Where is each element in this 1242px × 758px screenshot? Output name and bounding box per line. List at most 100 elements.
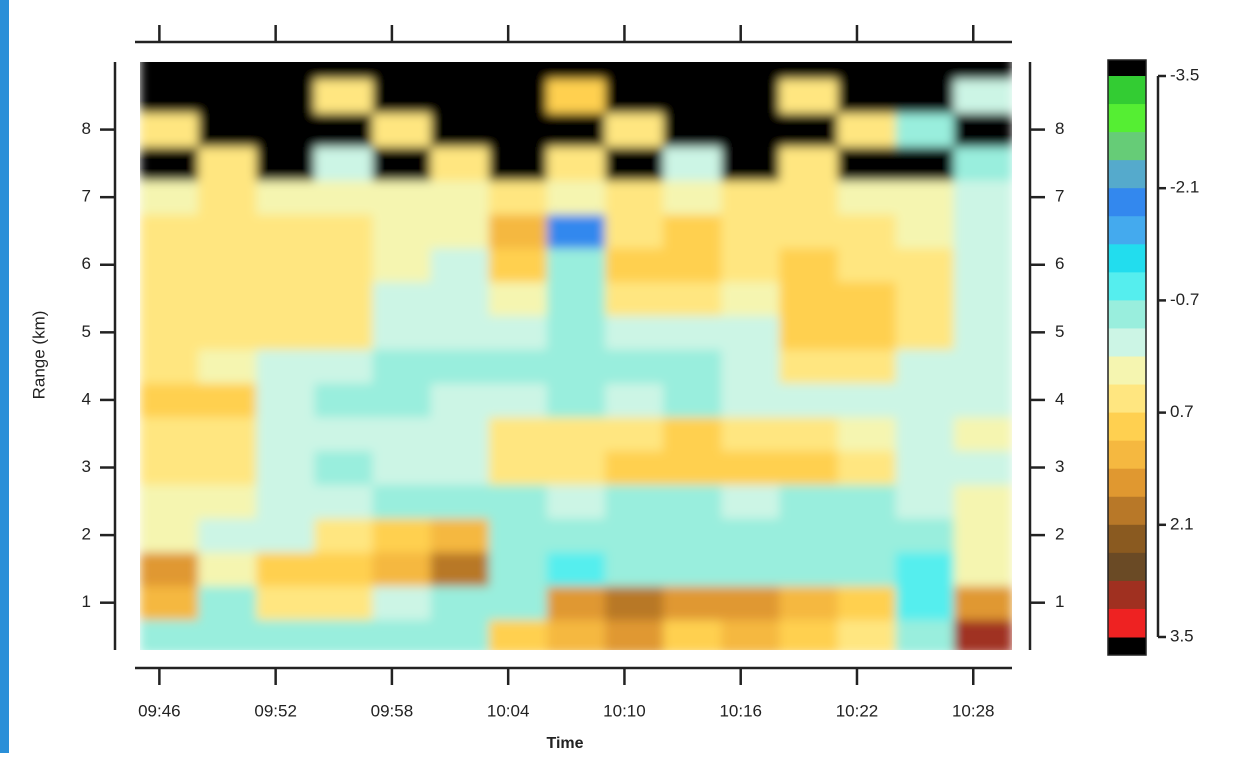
right-tick-label: 6 xyxy=(1055,254,1064,273)
heat-cell xyxy=(837,247,897,283)
heat-cell xyxy=(488,450,548,485)
heat-cell xyxy=(953,281,1012,316)
heat-cell xyxy=(372,349,432,384)
y-tick-label: 7 xyxy=(82,187,91,206)
heat-cell xyxy=(430,383,490,418)
heat-cell xyxy=(488,315,548,350)
heat-cell xyxy=(721,146,780,181)
heat-cell xyxy=(140,484,199,519)
heat-cell xyxy=(837,349,897,384)
heat-cell xyxy=(372,484,432,519)
heat-cell xyxy=(779,552,839,587)
heat-cell xyxy=(721,552,780,587)
heat-cell xyxy=(546,552,606,587)
heat-cell xyxy=(721,281,780,316)
heat-cell xyxy=(488,78,548,114)
heat-cell xyxy=(605,619,664,650)
colorbar-swatch xyxy=(1108,552,1146,582)
heat-cell xyxy=(488,247,548,283)
colorbar-swatch xyxy=(1108,160,1146,189)
heat-cell xyxy=(895,450,955,485)
heat-cell xyxy=(546,349,606,384)
heat-cell xyxy=(314,552,374,587)
heat-cell xyxy=(837,585,897,621)
heat-cell xyxy=(430,484,490,519)
heat-cell xyxy=(256,349,315,384)
heat-cell xyxy=(895,112,955,147)
heat-cell xyxy=(140,416,199,452)
heat-cell xyxy=(140,62,199,80)
heat-cell xyxy=(488,180,548,215)
heat-cell xyxy=(256,112,315,147)
heat-cell xyxy=(663,180,722,215)
heat-cell xyxy=(372,585,432,621)
right-tick-label: 4 xyxy=(1055,389,1064,408)
heat-cell xyxy=(256,484,315,519)
heat-cell xyxy=(779,62,839,80)
heat-cell xyxy=(895,281,955,316)
right-tick-label: 3 xyxy=(1055,457,1064,476)
heat-cell xyxy=(605,518,664,553)
heat-cell xyxy=(605,281,664,316)
heat-cell xyxy=(140,78,199,114)
x-tick-label: 10:16 xyxy=(719,701,762,720)
colorbar-swatch xyxy=(1108,412,1146,442)
heat-cell xyxy=(314,281,374,316)
heat-cell xyxy=(314,62,374,80)
heat-cell xyxy=(663,247,722,283)
heat-cell xyxy=(430,247,490,283)
heat-cell xyxy=(430,450,490,485)
heat-cell xyxy=(430,552,490,587)
heat-cell xyxy=(488,484,548,519)
heat-cell xyxy=(198,450,257,485)
heat-cell xyxy=(314,383,374,418)
colorbar-tick-label: -3.5 xyxy=(1170,65,1199,84)
heat-cell xyxy=(198,247,257,283)
heat-cell xyxy=(779,450,839,485)
colorbar-swatch xyxy=(1108,328,1146,357)
heat-cell xyxy=(605,214,664,249)
colorbar-swatch xyxy=(1108,104,1146,133)
x-tick-label: 09:52 xyxy=(254,701,297,720)
heat-cell xyxy=(721,383,780,418)
heat-cell xyxy=(140,281,199,316)
heat-cell xyxy=(953,416,1012,452)
heat-cell xyxy=(372,78,432,114)
right-tick-label: 2 xyxy=(1055,525,1064,544)
heat-cell xyxy=(721,315,780,350)
colorbar-over xyxy=(1108,637,1146,655)
heat-cell xyxy=(314,146,374,181)
heat-cell xyxy=(198,585,257,621)
heat-cell xyxy=(663,585,722,621)
heat-cell xyxy=(837,315,897,350)
heat-cell xyxy=(256,585,315,621)
heat-cell xyxy=(198,383,257,418)
heat-cell xyxy=(663,416,722,452)
heat-cell xyxy=(953,349,1012,384)
heat-cell xyxy=(663,146,722,181)
heat-cell xyxy=(605,552,664,587)
colorbar-swatch xyxy=(1108,608,1146,638)
heat-cell xyxy=(895,247,955,283)
colorbar-swatch xyxy=(1108,272,1146,301)
heat-cell xyxy=(314,315,374,350)
heat-cell xyxy=(721,112,780,147)
right-tick-label: 5 xyxy=(1055,322,1064,341)
heat-cell xyxy=(372,450,432,485)
colorbar-tick-label: 0.7 xyxy=(1170,402,1194,421)
heat-cell xyxy=(372,247,432,283)
heat-cell xyxy=(314,247,374,283)
heat-cell xyxy=(198,484,257,519)
heat-cell xyxy=(779,416,839,452)
heat-cell xyxy=(895,180,955,215)
heat-cell xyxy=(953,619,1012,650)
heat-cell xyxy=(198,78,257,114)
heat-cell xyxy=(837,484,897,519)
heat-cell xyxy=(546,214,606,249)
heat-cell xyxy=(372,518,432,553)
heat-cell xyxy=(605,62,664,80)
heat-cell xyxy=(953,450,1012,485)
colorbar-swatch xyxy=(1108,216,1146,245)
heat-cell xyxy=(140,349,199,384)
heat-cell xyxy=(546,281,606,316)
